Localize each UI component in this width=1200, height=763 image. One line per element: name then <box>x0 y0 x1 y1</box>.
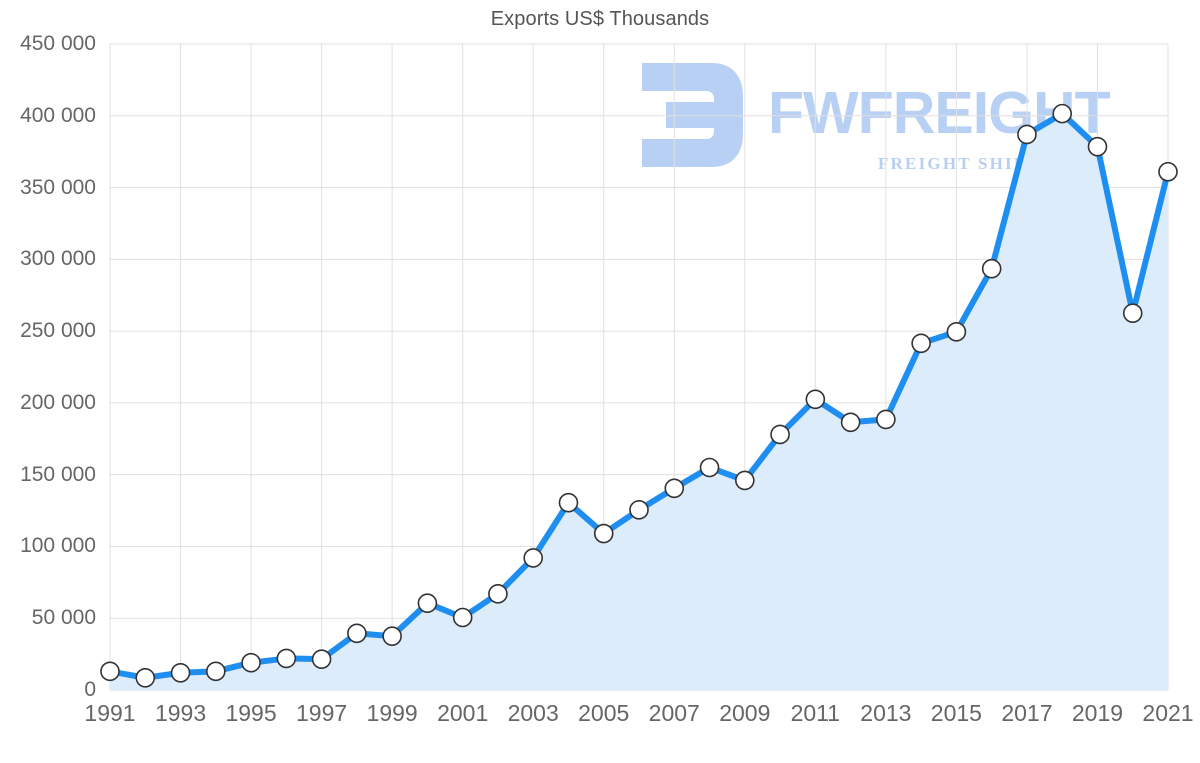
x-axis-tick-label: 2019 <box>1071 700 1124 726</box>
x-axis-tick-label: 1993 <box>154 700 207 726</box>
y-axis-tick-label: 200 000 <box>20 390 96 414</box>
data-point-marker[interactable]: 2015: 249500 <box>946 322 967 342</box>
data-point-marker[interactable]: 1992: 8500 <box>135 667 156 688</box>
x-axis-tick-label: 2001 <box>437 700 489 726</box>
x-axis-tick-label: 2003 <box>507 700 559 726</box>
x-axis-tick-label: 1997 <box>296 700 348 726</box>
data-point-marker[interactable]: 2003: 92000 <box>523 548 544 568</box>
x-axis-tick-label: 1999 <box>366 700 418 726</box>
data-point-marker[interactable]: 2014: 241500 <box>911 333 931 354</box>
data-point-marker[interactable]: 2017: 387000 <box>1017 124 1037 145</box>
y-axis-tick-label: 50 000 <box>31 606 96 630</box>
data-point-marker[interactable]: 2002: 67000 <box>488 584 508 604</box>
data-point-marker[interactable]: 2006: 125500 <box>629 500 649 520</box>
x-axis-tick-label: 1995 <box>225 700 277 726</box>
data-point-marker[interactable]: 2021: 361000 <box>1158 161 1178 182</box>
data-point-marker[interactable]: 2016: 293500 <box>981 258 1002 279</box>
x-axis-tick-label: 2017 <box>1001 700 1053 726</box>
data-point-marker[interactable]: 1995: 19000 <box>241 652 261 673</box>
x-axis-tick-label: 2021 <box>1142 700 1194 726</box>
x-axis-tick-label: 2015 <box>930 700 982 726</box>
y-axis-tick-label: 150 000 <box>20 462 96 486</box>
y-axis-tick-label: 250 000 <box>20 319 96 343</box>
data-point-marker[interactable]: 2018: 401500 <box>1052 103 1072 124</box>
data-point-marker[interactable]: 2005: 109000 <box>593 523 614 544</box>
data-point-marker[interactable]: 2010: 178000 <box>770 424 790 445</box>
data-point-marker[interactable]: 1999: 37500 <box>382 626 402 646</box>
x-axis-tick-label: 1991 <box>84 700 136 726</box>
data-point-marker[interactable]: 1993: 12000 <box>170 662 191 683</box>
data-point-marker[interactable]: 1994: 13000 <box>206 661 226 682</box>
y-axis-tick-label: 0 <box>84 678 96 701</box>
data-point-marker[interactable]: 2001: 50500 <box>452 607 473 628</box>
data-point-marker[interactable]: 1998: 39500 <box>347 623 367 644</box>
data-point-marker[interactable]: 1991: 13000 <box>100 661 120 682</box>
data-point-marker[interactable]: 2012: 186500 <box>840 412 861 433</box>
data-point-marker[interactable]: 2008: 155000 <box>699 457 720 478</box>
data-point-marker[interactable]: 2007: 140500 <box>664 478 685 499</box>
data-point-marker[interactable]: 2019: 378500 <box>1087 136 1108 157</box>
data-point-marker[interactable]: 2020: 262500 <box>1122 303 1143 323</box>
data-point-marker[interactable]: 2013: 188500 <box>876 409 896 430</box>
area-fill <box>110 113 1168 691</box>
chart-title: Exports US$ Thousands <box>490 8 710 30</box>
x-axis-tick-label: 2007 <box>648 700 700 726</box>
y-axis-labels: 450 000 400 000 350 000 300 000 250 000 200 0… <box>0 0 96 763</box>
x-axis-tick-label: 2009 <box>719 700 771 726</box>
data-point-markers: 1991: 13000 1992: 8500 1993: 12000 1994: 13… <box>100 103 1178 688</box>
y-axis-tick-label: 400 000 <box>20 103 96 127</box>
x-axis-tick-label: 2011 <box>790 700 841 726</box>
data-point-marker[interactable]: 2009: 146000 <box>734 470 755 491</box>
data-point-marker[interactable]: 1997: 21500 <box>311 649 332 669</box>
x-axis-tick-label: 2013 <box>860 700 912 726</box>
y-axis-tick-label: 350 000 <box>20 175 96 199</box>
data-point-marker[interactable]: 2004: 130500 <box>558 492 579 513</box>
y-axis-tick-label: 300 000 <box>20 247 96 271</box>
y-axis-tick-label: 450 000 <box>20 32 96 55</box>
data-point-marker[interactable]: 2011: 202500 <box>805 389 826 410</box>
x-axis-tick-label: 2005 <box>578 700 630 726</box>
data-point-marker[interactable]: 1996: 22000 <box>276 648 297 669</box>
y-axis-tick-label: 100 000 <box>20 534 96 558</box>
